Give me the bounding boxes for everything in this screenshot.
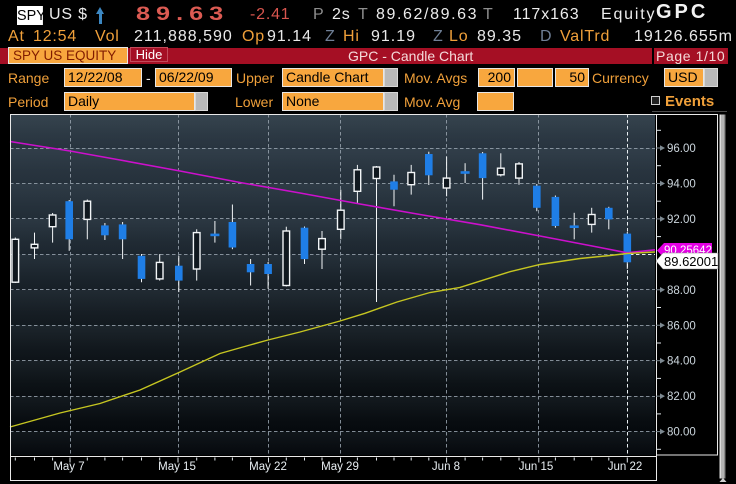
svg-text:94.00: 94.00: [667, 179, 696, 191]
svg-text:88.00: 88.00: [667, 285, 696, 297]
svg-text:Jun 22: Jun 22: [608, 461, 643, 473]
svg-text:84.00: 84.00: [667, 356, 696, 368]
svg-text:86.00: 86.00: [667, 320, 696, 332]
svg-text:Jun 15: Jun 15: [519, 461, 554, 473]
svg-text:82.00: 82.00: [667, 391, 696, 403]
svg-text:May 15: May 15: [158, 461, 196, 473]
svg-text:96.00: 96.00: [667, 143, 696, 155]
svg-text:May 29: May 29: [321, 461, 359, 473]
svg-text:80.00: 80.00: [667, 427, 696, 439]
svg-text:May 7: May 7: [53, 461, 84, 473]
svg-text:92.00: 92.00: [667, 214, 696, 226]
svg-text:89.62001: 89.62001: [664, 254, 718, 269]
svg-text:May 22: May 22: [249, 461, 287, 473]
svg-text:Jun 8: Jun 8: [432, 461, 460, 473]
